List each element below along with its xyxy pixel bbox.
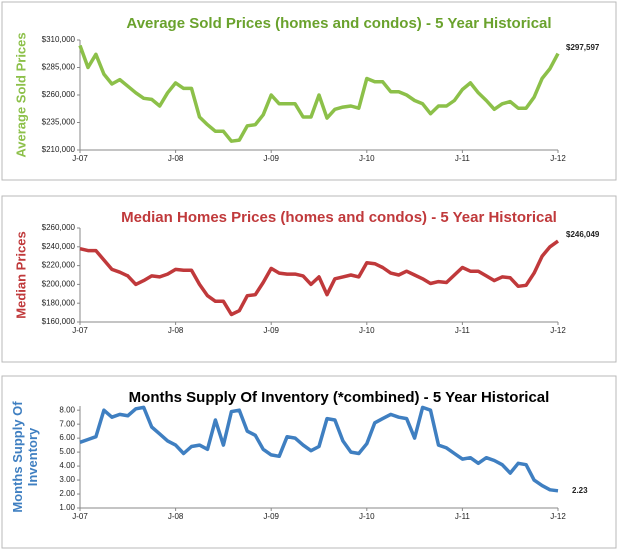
x-tick-label: J-08 <box>168 154 184 163</box>
data-label: $297,597 <box>566 43 600 52</box>
y-tick-label: $260,000 <box>42 223 76 232</box>
y-tick-label: 8.00 <box>59 405 75 414</box>
y-tick-label: $180,000 <box>42 298 76 307</box>
y-tick-label: 4.00 <box>59 461 75 470</box>
y-tick-label: $160,000 <box>42 317 76 326</box>
y-tick-label: $235,000 <box>42 118 76 127</box>
y-tick-label: 5.00 <box>59 447 75 456</box>
x-tick-label: J-09 <box>263 154 279 163</box>
y-tick-label: $310,000 <box>42 35 76 44</box>
y-tick-label: 7.00 <box>59 419 75 428</box>
y-tick-label: $260,000 <box>42 90 76 99</box>
x-tick-label: J-11 <box>455 154 471 163</box>
line-series <box>79 405 559 493</box>
y-tick-label: $210,000 <box>42 145 76 154</box>
data-label: $246,049 <box>566 230 600 239</box>
x-tick-label: J-07 <box>72 512 88 521</box>
x-tick-label: J-09 <box>263 512 279 521</box>
y-tick-label: 6.00 <box>59 433 75 442</box>
y-axis-label: Average Sold Prices <box>13 32 28 157</box>
x-tick-label: J-11 <box>455 326 471 335</box>
panel-frame <box>1 375 617 549</box>
y-tick-label: 1.00 <box>59 503 75 512</box>
data-label: 2.23 <box>572 486 588 495</box>
line-series <box>78 44 560 143</box>
x-tick-label: J-08 <box>168 512 184 521</box>
y-axis-label: Median Prices <box>13 231 28 318</box>
y-tick-label: $200,000 <box>42 280 76 289</box>
y-tick-label: $240,000 <box>42 242 76 251</box>
chart-title: Average Sold Prices (homes and condos) -… <box>126 15 551 32</box>
line-series <box>79 239 560 317</box>
x-tick-label: J-07 <box>72 154 88 163</box>
chart-title: Months Supply Of Inventory (*combined) -… <box>129 389 550 406</box>
x-tick-label: J-12 <box>550 326 566 335</box>
x-tick-label: J-09 <box>263 326 279 335</box>
y-tick-label: $285,000 <box>42 63 76 72</box>
chart-title: Median Homes Prices (homes and condos) -… <box>121 209 557 226</box>
y-tick-label: 2.00 <box>59 489 75 498</box>
x-tick-label: J-12 <box>550 512 566 521</box>
y-axis-label: Months Supply OfInventory <box>10 401 40 513</box>
y-tick-label: $220,000 <box>42 261 76 270</box>
x-tick-label: J-10 <box>359 326 375 335</box>
x-tick-label: J-10 <box>359 512 375 521</box>
x-tick-label: J-12 <box>550 154 566 163</box>
y-tick-label: 3.00 <box>59 475 75 484</box>
x-tick-label: J-11 <box>455 512 471 521</box>
x-tick-label: J-08 <box>168 326 184 335</box>
x-tick-label: J-07 <box>72 326 88 335</box>
x-tick-label: J-10 <box>359 154 375 163</box>
